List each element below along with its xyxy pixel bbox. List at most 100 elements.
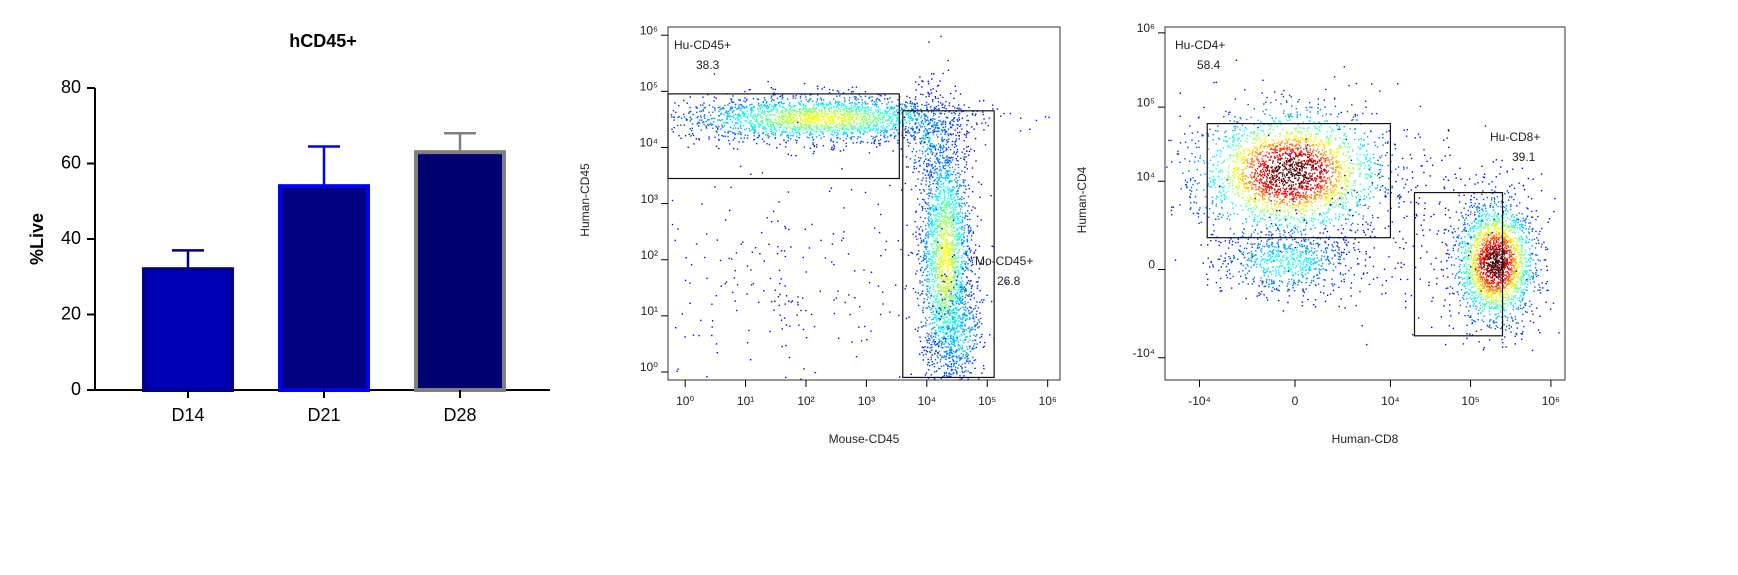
event-dot — [912, 112, 915, 114]
event-dot — [943, 322, 945, 324]
event-dot — [944, 373, 946, 375]
event-dot — [900, 189, 903, 191]
event-dot — [859, 131, 862, 133]
event-dot — [948, 205, 951, 207]
event-dot — [948, 181, 951, 183]
event-dot — [954, 261, 956, 263]
event-dot — [935, 130, 937, 132]
event-dot — [879, 132, 881, 134]
event-dot — [689, 282, 691, 284]
event-dot — [955, 173, 957, 176]
event-dot — [773, 309, 775, 311]
event-dot — [969, 218, 971, 221]
event-dot — [961, 367, 963, 369]
event-dot — [955, 134, 957, 137]
event-dot — [973, 347, 975, 350]
event-dot — [876, 117, 878, 119]
event-dot — [778, 121, 780, 123]
event-dot — [838, 122, 841, 124]
event-dot — [927, 111, 929, 113]
event-dot — [933, 340, 936, 343]
event-dot — [947, 320, 950, 323]
event-dot — [929, 128, 931, 130]
event-dot — [887, 119, 889, 122]
event-dot — [826, 116, 828, 118]
event-dot — [956, 257, 959, 260]
event-dot — [798, 127, 800, 129]
event-dot — [905, 107, 907, 109]
event-dot — [947, 275, 950, 277]
event-dot — [935, 269, 938, 271]
event-dot — [772, 94, 775, 96]
event-dot — [931, 274, 934, 276]
event-dot — [955, 282, 957, 284]
event-dot — [720, 113, 722, 116]
event-dot — [962, 306, 964, 308]
event-dot — [811, 111, 813, 113]
event-dot — [949, 194, 952, 196]
event-dot — [868, 124, 871, 127]
event-dot — [969, 330, 971, 333]
event-dot — [833, 112, 836, 115]
event-dot — [705, 120, 707, 123]
event-dot — [941, 177, 944, 179]
event-dot — [931, 332, 933, 334]
event-dot — [966, 131, 969, 133]
event-dot — [950, 212, 952, 214]
event-dot — [739, 114, 742, 116]
event-dot — [953, 251, 955, 254]
event-dot — [939, 213, 941, 215]
event-dot — [715, 130, 717, 132]
event-dot — [790, 120, 792, 122]
event-dot — [933, 268, 935, 270]
event-dot — [913, 162, 915, 164]
event-dot — [961, 238, 963, 241]
event-dot — [930, 309, 932, 311]
event-dot — [938, 177, 941, 179]
event-dot — [787, 122, 789, 124]
event-dot — [955, 301, 957, 303]
event-dot — [866, 123, 869, 125]
event-dot — [920, 241, 922, 244]
event-dot — [940, 285, 942, 287]
event-dot — [807, 112, 809, 115]
event-dot — [950, 173, 952, 176]
event-dot — [926, 144, 928, 146]
event-dot — [961, 284, 963, 286]
event-dot — [946, 286, 948, 288]
event-dot — [974, 244, 977, 246]
event-dot — [960, 357, 962, 359]
event-dot — [860, 128, 862, 130]
event-dot — [739, 133, 741, 135]
event-dot — [944, 172, 946, 174]
event-dot — [950, 190, 952, 192]
event-dot — [887, 98, 889, 100]
event-dot — [949, 350, 951, 352]
event-dot — [913, 111, 915, 113]
event-dot — [737, 127, 739, 130]
event-dot — [941, 299, 944, 302]
event-dot — [943, 211, 945, 213]
event-dot — [942, 123, 944, 125]
event-dot — [744, 107, 746, 109]
event-dot — [863, 112, 866, 114]
event-dot — [756, 142, 758, 145]
event-dot — [936, 234, 939, 236]
event-dot — [931, 220, 934, 222]
event-dot — [952, 216, 955, 219]
event-dot — [927, 271, 929, 273]
event-dot — [966, 240, 968, 242]
event-dot — [960, 268, 963, 270]
event-dot — [730, 109, 732, 111]
event-dot — [883, 134, 886, 136]
event-dot — [821, 112, 823, 114]
event-dot — [845, 145, 847, 147]
event-dot — [956, 216, 958, 218]
event-dot — [967, 267, 969, 269]
event-dot — [937, 199, 939, 201]
event-dot — [788, 111, 790, 113]
event-dot — [884, 141, 886, 143]
event-dot — [942, 306, 944, 308]
event-dot — [960, 240, 963, 242]
